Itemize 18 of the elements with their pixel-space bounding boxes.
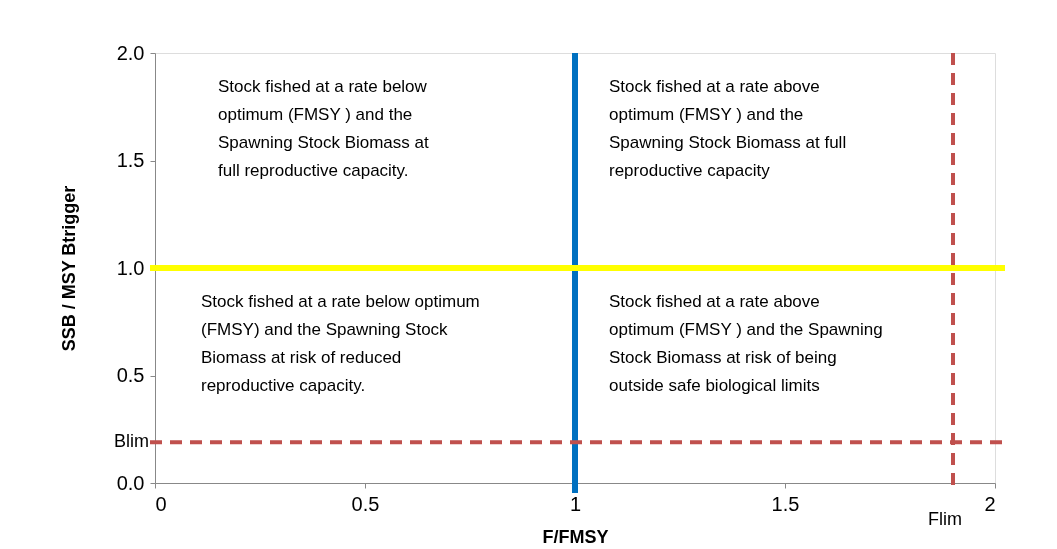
annotation: Stock fished at a rate below optimum (FMSY) and the Spawning Stock Biomass at risk of reduced reproductive capacity. [201,292,480,395]
x-tick-label: 2 [984,492,996,515]
annotation: Stock fished at a rate above optimum (FMSY ) and the Spawning Stock Biomass at full reproductive capacity [609,77,847,180]
y-tick-label: 1.0 [116,256,145,279]
y-tick-label: 0.0 [116,471,145,494]
x-axis-title: F/FMSY [542,526,609,547]
y-tick-label: 2.0 [116,41,145,64]
x-tick-label: 1 [569,492,582,515]
x-tick-label: 0.5 [351,492,380,515]
annotation: Stock fished at a rate below optimum (FMSY ) and the Spawning Stock Biomass at full reproductive capacity. [218,77,429,180]
y-tick-label: 1.5 [116,149,145,171]
y-axis-title: SSB / MSY Btrigger [58,185,79,352]
x-tick-label: 1.5 [771,492,800,515]
x-tick-label: 0 [155,492,167,515]
ref-line-label: Flim [928,509,962,529]
ref-line-label: Blim [114,431,149,452]
y-tick-label: 0.5 [116,364,145,386]
annotation: Stock fished at a rate above optimum (FMSY ) and the Spawning Stock Biomass at risk of being outside safe biological limits [609,292,883,395]
